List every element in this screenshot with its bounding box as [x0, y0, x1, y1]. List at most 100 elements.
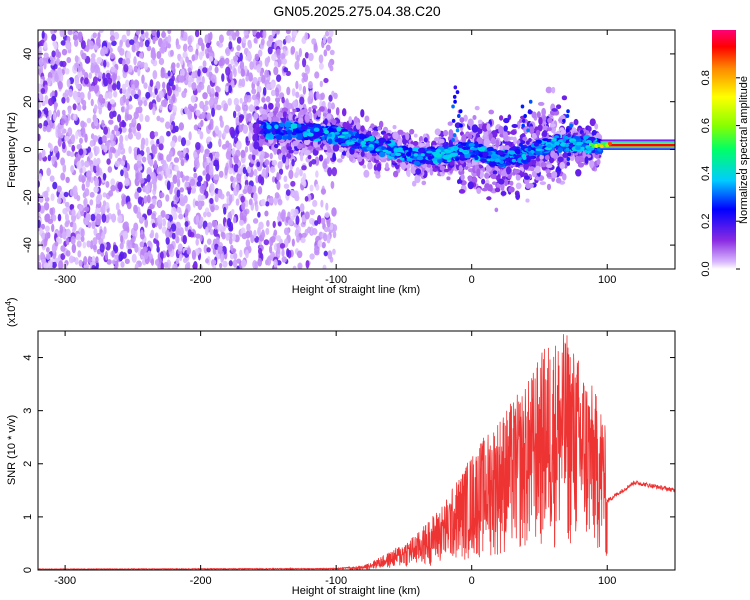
spectrogram-noise-blob	[135, 30, 141, 36]
spectrogram-noise-blob	[171, 75, 175, 82]
spectrogram-noise-blob	[285, 70, 291, 77]
spectrogram-noise-blob	[75, 96, 81, 104]
spectrogram-noise-blob	[235, 116, 240, 124]
spectrogram-noise-blob	[133, 56, 137, 66]
spectrogram-noise-blob	[204, 226, 209, 236]
spectrogram-spread-blob	[338, 148, 344, 153]
spectrogram-noise-blob	[134, 204, 138, 214]
spectrogram-noise-blob	[48, 109, 52, 119]
spectrogram-noise-blob	[183, 31, 188, 42]
spectrogram-spread-blob	[534, 165, 541, 174]
spectrogram-noise-blob	[204, 148, 210, 158]
spectrogram-noise-blob	[320, 188, 327, 195]
spectrogram-noise-blob	[177, 135, 182, 143]
spectrogram-noise-blob	[217, 245, 223, 253]
spectrogram-noise-blob	[212, 247, 217, 255]
spectrogram-noise-blob	[295, 166, 300, 176]
spectrogram-spread-blob	[273, 143, 279, 149]
spectrogram-noise-blob	[179, 68, 185, 77]
spectrogram-noise-blob	[75, 130, 79, 140]
spectrogram-spread-blob	[547, 117, 553, 124]
spectrogram-ridge-blob	[455, 157, 460, 161]
spectrogram-spread-blob	[542, 130, 548, 138]
spectrogram-noise-blob	[275, 48, 281, 56]
spectrogram-noise-blob	[122, 231, 128, 239]
spectrogram-noise-blob	[293, 190, 299, 199]
spectrogram-noise-blob	[247, 113, 252, 119]
spectrogram-noise-blob	[127, 132, 133, 140]
spectrogram-noise-blob	[257, 76, 263, 83]
spectrogram-noise-blob	[314, 156, 320, 166]
spectrogram-spread-blob	[513, 168, 521, 174]
spectrogram-noise-blob	[224, 166, 228, 176]
spectrogram-ridge-blob	[334, 138, 341, 143]
spectrogram-noise-blob	[43, 52, 49, 58]
spectrogram-spread-blob	[541, 107, 546, 117]
spectrogram-spread-blob	[467, 175, 473, 182]
spectrogram-noise-blob	[143, 195, 148, 204]
spectrogram-noise-blob	[46, 167, 51, 177]
spectrogram-noise-blob	[112, 147, 116, 154]
spectrogram-noise-blob	[161, 30, 166, 39]
spectrogram-noise-blob	[307, 95, 312, 105]
spectrogram-spread-blob	[491, 181, 497, 186]
spectrogram-spread-blob	[466, 159, 471, 164]
spectrogram-noise-blob	[238, 117, 243, 123]
spectrogram-spread-blob	[537, 101, 545, 106]
spectrogram-noise-blob	[105, 181, 110, 188]
spectrogram-noise-blob	[139, 216, 145, 222]
spectrogram-noise-blob	[45, 253, 51, 260]
spectrogram-noise-blob	[101, 135, 107, 144]
spectrogram-noise-blob	[281, 53, 286, 60]
spectrogram-noise-blob	[152, 198, 156, 206]
spectrogram-noise-blob	[158, 192, 165, 199]
spectrogram-noise-blob	[193, 151, 198, 158]
spectrogram-spread-blob	[251, 149, 259, 156]
spectrogram-spread-blob	[555, 104, 562, 110]
spectrogram-noise-blob	[38, 219, 41, 229]
spectrogram-ridge-blob	[300, 124, 309, 131]
spectrogram-noise-blob	[193, 103, 198, 109]
spectrogram-noise-blob	[271, 159, 278, 166]
spectrogram-noise-blob	[247, 42, 253, 49]
spectrogram-spread-blob	[510, 129, 517, 135]
spectrogram-noise-blob	[301, 232, 307, 239]
spectrogram-noise-blob	[53, 30, 58, 33]
spectrogram-spread-blob	[405, 132, 410, 141]
spectrogram-noise-blob	[57, 137, 62, 147]
spectrogram-noise-blob	[298, 83, 303, 91]
spectrogram-noise-blob	[119, 88, 123, 94]
spectrogram-noise-blob	[199, 234, 203, 242]
spectrogram-noise-blob	[81, 69, 86, 76]
spectrogram-noise-blob	[65, 250, 71, 257]
spectrogram-noise-blob	[216, 40, 220, 47]
spectrogram-spread-blob	[467, 133, 473, 140]
spectrogram-noise-blob	[217, 188, 223, 197]
spectrogram-noise-blob	[294, 208, 299, 217]
spectrogram-noise-blob	[76, 104, 82, 112]
spectrogram-noise-blob	[102, 200, 107, 207]
spectrogram-spread-blob	[421, 180, 427, 186]
spectrogram-noise-blob	[38, 261, 42, 269]
spectrogram-noise-blob	[193, 124, 199, 131]
spectrogram-spread-blob	[307, 146, 313, 150]
spectrogram-noise-blob	[176, 178, 181, 188]
spectrogram-noise-blob	[199, 145, 204, 154]
spectrogram-spread-blob	[542, 114, 547, 122]
spectrogram-noise-blob	[214, 96, 219, 105]
spectrogram-ridge-blob	[488, 160, 497, 167]
spectrogram-noise-blob	[78, 259, 83, 267]
spectrogram-spread-blob	[315, 147, 322, 151]
spectrogram-noise-blob	[172, 174, 178, 184]
spectrogram-noise-blob	[299, 152, 304, 162]
spectrogram-noise-blob	[241, 233, 248, 240]
spectrogram-noise-blob	[235, 183, 240, 193]
spectrogram-spread-blob	[551, 171, 558, 179]
spectrogram-noise-blob	[171, 232, 176, 240]
spectrogram-noise-blob	[269, 166, 276, 173]
spectrogram-noise-blob	[274, 192, 280, 199]
spectrogram-noise-blob	[320, 217, 326, 225]
spectrogram-noise-blob	[208, 123, 212, 130]
spectrogram-spread-blob	[472, 115, 477, 121]
spectrogram-noise-blob	[78, 148, 84, 156]
